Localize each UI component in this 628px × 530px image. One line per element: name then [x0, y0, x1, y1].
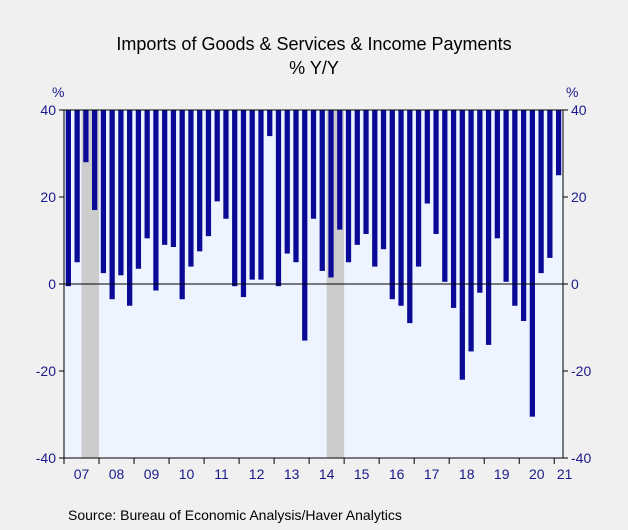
bar	[555, 110, 562, 176]
y-tick-label-left: -20	[36, 363, 56, 379]
bar	[380, 110, 387, 250]
bar	[240, 110, 247, 298]
x-tick-label: 16	[389, 466, 405, 482]
right-axis-unit: %	[566, 84, 579, 100]
y-tick-label-left: 20	[40, 189, 56, 205]
left-axis-unit: %	[52, 84, 65, 100]
bar	[319, 110, 325, 271]
x-tick-label: 07	[74, 466, 90, 482]
bar	[459, 110, 465, 380]
x-tick-label: 21	[557, 466, 573, 482]
bar	[450, 110, 457, 308]
x-tick-label: 17	[424, 466, 440, 482]
chart-subtitle: % Y/Y	[289, 58, 339, 78]
bar	[345, 110, 352, 263]
y-tick-label-left: 40	[40, 102, 56, 118]
x-tick-label: 09	[144, 466, 160, 482]
bar	[512, 110, 518, 306]
x-tick-label: 19	[494, 466, 510, 482]
y-tick-label-right: 0	[571, 276, 579, 292]
bar	[477, 110, 483, 293]
bar	[442, 110, 448, 282]
bar	[249, 110, 255, 280]
bar	[424, 110, 430, 204]
bar	[293, 110, 299, 263]
x-tick-label: 08	[109, 466, 125, 482]
bar	[100, 110, 107, 274]
bar	[284, 110, 290, 254]
y-tick-label-right: 40	[571, 102, 587, 118]
x-tick-label: 18	[459, 466, 475, 482]
bar	[214, 110, 220, 202]
bar	[127, 110, 133, 306]
bar	[494, 110, 500, 239]
y-tick-label-right: -40	[571, 450, 591, 466]
bar	[415, 110, 422, 267]
bar	[188, 110, 194, 267]
bar	[267, 110, 273, 137]
x-tick-label: 20	[529, 466, 545, 482]
bar	[153, 110, 159, 291]
bar	[232, 110, 238, 287]
bar	[197, 110, 203, 252]
bar	[354, 110, 360, 245]
bar	[135, 110, 142, 269]
bar	[310, 110, 317, 219]
bar	[179, 110, 185, 300]
bar	[337, 110, 343, 230]
bar	[258, 110, 264, 280]
bar	[302, 110, 308, 341]
bar	[74, 110, 80, 263]
bar	[144, 110, 150, 239]
x-tick-label: 10	[179, 466, 195, 482]
y-tick-label-left: 0	[48, 276, 56, 292]
bar	[363, 110, 369, 234]
bar	[83, 110, 89, 163]
bar	[162, 110, 168, 245]
bar	[389, 110, 395, 300]
chart-title: Imports of Goods & Services & Income Pay…	[116, 34, 512, 54]
bar	[503, 110, 509, 282]
bar	[407, 110, 413, 324]
bar	[485, 110, 492, 345]
bar	[118, 110, 124, 276]
bar	[275, 110, 282, 287]
x-tick-label: 12	[249, 466, 265, 482]
y-tick-label-right: 20	[571, 189, 587, 205]
bar	[529, 110, 535, 417]
bar	[372, 110, 378, 267]
bar	[520, 110, 527, 321]
bar	[109, 110, 115, 300]
bar	[328, 110, 334, 278]
x-tick-label: 14	[319, 466, 335, 482]
bar	[398, 110, 404, 306]
bar	[547, 110, 553, 258]
bar	[205, 110, 212, 237]
x-tick-label: 15	[354, 466, 370, 482]
x-tick-label: 11	[214, 466, 229, 482]
bar	[468, 110, 474, 352]
bar	[433, 110, 439, 234]
bar	[538, 110, 544, 274]
y-tick-label-right: -20	[571, 363, 591, 379]
bar	[92, 110, 98, 211]
bar	[170, 110, 177, 248]
x-tick-label: 13	[284, 466, 300, 482]
bar	[223, 110, 229, 219]
source-note: Source: Bureau of Economic Analysis/Have…	[68, 507, 402, 523]
bar	[65, 110, 72, 287]
y-tick-label-left: -40	[36, 450, 56, 466]
